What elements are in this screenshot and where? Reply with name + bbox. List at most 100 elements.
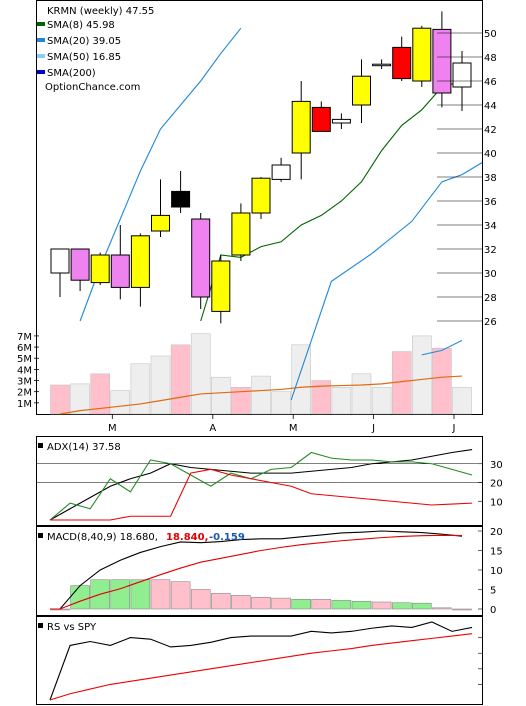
rs-label-text: RS vs SPY bbox=[47, 622, 97, 633]
legend-swatch bbox=[37, 22, 45, 26]
adx-tick-label: 20 bbox=[490, 479, 503, 490]
volume-bar bbox=[130, 363, 151, 415]
macd-tick-label: 20 bbox=[490, 527, 503, 538]
x-tick-label: M bbox=[289, 423, 298, 434]
price-tick-label: 42 bbox=[484, 125, 497, 136]
rs-lines bbox=[49, 621, 473, 701]
volume-bar bbox=[70, 383, 90, 415]
volume-tick-label: 2M bbox=[17, 388, 32, 399]
macd-y-axis: 0 5 10 15 20 bbox=[478, 527, 503, 616]
candle-body bbox=[432, 28, 452, 94]
macd-histogram-bar bbox=[110, 579, 131, 610]
candle-body bbox=[90, 254, 110, 284]
volume-tick-label: 1M bbox=[17, 399, 32, 410]
price-tick-label: 44 bbox=[484, 101, 497, 112]
price-tick-label: 50 bbox=[484, 29, 497, 40]
x-tick-label: J bbox=[452, 423, 456, 434]
macd-histogram-bar bbox=[432, 607, 452, 610]
macd-histogram-bar bbox=[70, 585, 90, 610]
volume-bar bbox=[170, 344, 191, 415]
legend-label: SMA(8) 45.98 bbox=[47, 20, 115, 31]
rs-label-swatch bbox=[38, 623, 43, 628]
rs-series-line bbox=[49, 621, 473, 701]
adx-series-line bbox=[50, 468, 473, 521]
volume-bar bbox=[251, 375, 271, 415]
macd-histogram-bar bbox=[271, 597, 291, 610]
candle-body bbox=[452, 62, 472, 88]
x-tick-label: M bbox=[108, 423, 117, 434]
macd-line bbox=[50, 530, 463, 610]
volume-average-line bbox=[59, 375, 463, 415]
price-tick-label: 34 bbox=[484, 221, 497, 232]
candle-body bbox=[311, 106, 331, 132]
macd-histogram-value: -0.159 bbox=[209, 532, 245, 543]
volume-bar bbox=[231, 386, 251, 415]
candle-body bbox=[70, 248, 90, 281]
legend-label: SMA(200) bbox=[47, 68, 96, 79]
macd-histogram-bar bbox=[231, 595, 251, 610]
legend-label: SMA(50) 16.85 bbox=[47, 52, 121, 63]
macd-histogram-bar bbox=[331, 600, 352, 610]
price-tick-label: 36 bbox=[484, 197, 497, 208]
x-tick-label: J bbox=[371, 423, 375, 434]
adx-label-text: ADX(14) 37.58 bbox=[47, 442, 121, 453]
price-tick-label: 28 bbox=[484, 293, 497, 304]
adx-series-line bbox=[49, 448, 473, 521]
adx-tick-label: 10 bbox=[490, 497, 503, 508]
candle-body bbox=[211, 260, 231, 312]
volume-tick-label: 5M bbox=[17, 354, 32, 365]
volume-bar bbox=[190, 333, 211, 415]
macd-signal-line bbox=[50, 534, 463, 610]
rs-panel: RS vs SPY bbox=[36, 616, 483, 705]
macd-histogram bbox=[50, 579, 472, 611]
candle-body bbox=[50, 248, 70, 274]
legend-label: SMA(20) 39.05 bbox=[47, 36, 121, 47]
volume-bar bbox=[291, 344, 311, 415]
candle-body bbox=[151, 214, 170, 232]
macd-histogram-bar bbox=[170, 581, 191, 610]
adx-panel: 10 20 30 ADX(14) 37.58 bbox=[36, 436, 503, 526]
macd-histogram-bar bbox=[251, 597, 271, 610]
volume-bar bbox=[110, 390, 131, 415]
price-y-axis: 26 28 30 32 34 36 38 40 42 44 46 48 50 bbox=[437, 29, 497, 328]
volume-sma-line bbox=[421, 339, 463, 356]
volume-bar bbox=[331, 386, 352, 415]
sma20-line-left bbox=[79, 27, 242, 322]
rs-label: RS vs SPY bbox=[38, 622, 97, 633]
volume-bar bbox=[432, 347, 452, 415]
volume-bar bbox=[271, 391, 291, 415]
legend-swatch bbox=[37, 70, 45, 74]
volume-bar bbox=[452, 386, 472, 415]
volume-bar bbox=[50, 384, 70, 415]
chart-title: KRMN (weekly) 47.55 bbox=[47, 6, 154, 17]
price-tick-label: 46 bbox=[484, 77, 497, 88]
rs-series-line bbox=[49, 633, 473, 701]
adx-label-swatch bbox=[38, 443, 43, 448]
sma20-line-right bbox=[290, 162, 483, 401]
adx-tick-label: 30 bbox=[490, 460, 503, 471]
rs-gridlines bbox=[478, 637, 482, 685]
volume-bar bbox=[351, 373, 372, 415]
volume-bar bbox=[150, 355, 171, 415]
volume-tick-label: 4M bbox=[17, 365, 32, 376]
candle-body bbox=[130, 235, 150, 288]
adx-label: ADX(14) 37.58 bbox=[38, 442, 121, 453]
macd-histogram-bar bbox=[452, 608, 472, 611]
macd-histogram-bar bbox=[351, 600, 372, 610]
watermark: OptionChance.com bbox=[45, 82, 140, 93]
volume-bars bbox=[50, 333, 472, 415]
volume-bar bbox=[371, 386, 392, 415]
candle-body bbox=[191, 218, 211, 298]
macd-label-text: MACD(8,40,9) 18.680, bbox=[47, 532, 158, 543]
sma8-line bbox=[200, 80, 463, 322]
candle-body bbox=[251, 177, 271, 214]
macd-tick-label: 5 bbox=[490, 586, 496, 597]
macd-signal-value: 18.840, bbox=[166, 532, 208, 543]
macd-label: MACD(8,40,9) 18.680, 18.840, -0.159 bbox=[38, 532, 245, 543]
price-panel: 26 28 30 32 34 36 38 40 42 44 46 48 50 1M2M3M4M5M6M7… bbox=[17, 0, 497, 434]
volume-bar bbox=[311, 380, 332, 415]
macd-histogram-bar bbox=[371, 601, 392, 610]
price-moving-averages bbox=[79, 27, 483, 401]
